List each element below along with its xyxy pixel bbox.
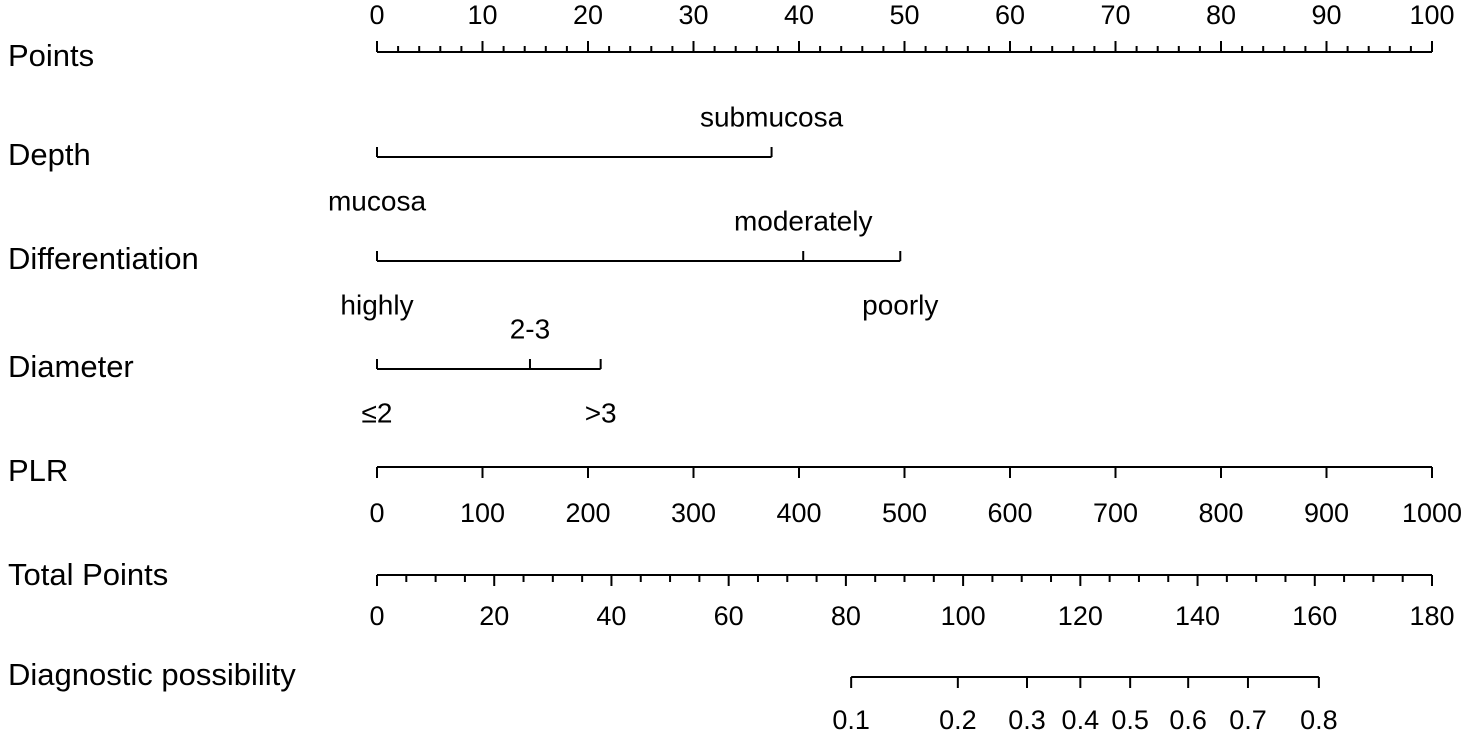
tick-label: 30 [678,0,708,30]
tick-label: 0 [369,0,384,30]
tick-label: 0.7 [1229,705,1267,735]
tick-label: 0.4 [1062,705,1100,735]
level-label: moderately [734,205,873,236]
tick-label: 900 [1304,498,1349,528]
row-label: Diagnostic possibility [8,657,296,692]
tick-label: 400 [776,498,821,528]
row-label: PLR [8,453,68,488]
tick-label: 0.2 [939,705,977,735]
tick-label: 300 [671,498,716,528]
tick-label: 40 [596,601,626,631]
tick-label: 0.8 [1300,705,1338,735]
tick-label: 40 [784,0,814,30]
level-label: poorly [862,289,938,320]
tick-label: 0.3 [1008,705,1046,735]
tick-label: 0 [369,498,384,528]
tick-label: 10 [467,0,497,30]
tick-label: 180 [1409,601,1454,631]
tick-label: 60 [714,601,744,631]
tick-label: 0 [369,601,384,631]
tick-label: 0.1 [832,705,870,735]
tick-label: 50 [889,0,919,30]
level-label: 2-3 [510,313,550,344]
tick-label: 90 [1311,0,1341,30]
tick-label: 160 [1292,601,1337,631]
tick-label: 1000 [1402,498,1462,528]
tick-label: 0.5 [1111,705,1149,735]
row-label: Total Points [8,557,168,592]
tick-label: 500 [882,498,927,528]
tick-label: 20 [573,0,603,30]
tick-label: 200 [565,498,610,528]
row-label: Differentiation [8,241,199,276]
tick-label: 140 [1175,601,1220,631]
row-label: Depth [8,137,91,172]
tick-label: 70 [1100,0,1130,30]
row-label: Points [8,38,94,73]
tick-label: 0.6 [1169,705,1207,735]
level-label: submucosa [700,101,844,132]
tick-label: 100 [1409,0,1454,30]
level-label: ≤2 [362,397,393,428]
tick-label: 20 [479,601,509,631]
tick-label: 60 [995,0,1025,30]
tick-label: 80 [1206,0,1236,30]
level-label: mucosa [328,185,426,216]
tick-label: 700 [1093,498,1138,528]
tick-label: 80 [831,601,861,631]
tick-label: 800 [1198,498,1243,528]
level-label: >3 [585,397,617,428]
level-label: highly [340,289,413,320]
tick-label: 100 [460,498,505,528]
tick-label: 120 [1058,601,1103,631]
tick-label: 100 [941,601,986,631]
row-label: Diameter [8,349,134,384]
tick-label: 600 [987,498,1032,528]
